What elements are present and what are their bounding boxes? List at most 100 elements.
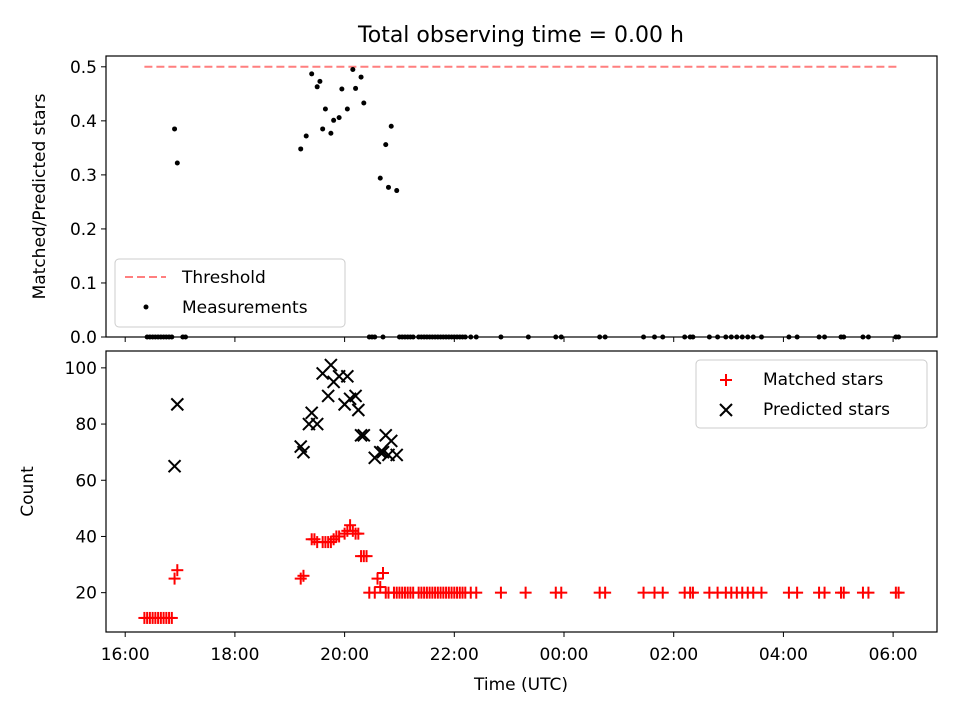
measurement-point	[309, 71, 315, 77]
matched-star-point	[338, 527, 351, 540]
x-tick-label: 04:00	[759, 645, 808, 665]
top-axes-frame	[105, 55, 938, 338]
bottom-legend-box	[695, 359, 928, 429]
measurement-point	[394, 188, 400, 194]
x-tick-label: 00:00	[540, 645, 589, 665]
predicted-star-point	[354, 428, 368, 443]
measurement-point	[320, 126, 326, 132]
bottom-legend: Matched stars Predicted stars	[695, 359, 928, 429]
measurement-point	[350, 67, 356, 73]
matched-star-point	[755, 586, 768, 599]
legend-predicted-swatch	[719, 403, 733, 417]
legend-predicted-label: Predicted stars	[763, 400, 890, 420]
matched-star-point	[352, 527, 365, 540]
legend-threshold-label: Threshold	[181, 268, 266, 288]
measurement-point	[353, 85, 359, 91]
bottom-y-tick-label: 60	[75, 471, 97, 491]
measurement-point	[388, 123, 394, 129]
matched-star-point	[519, 586, 532, 599]
top-y-axis-label: Matched/Predicted stars	[30, 93, 50, 299]
measurement-point	[317, 78, 323, 84]
matched-star-point	[297, 569, 310, 582]
measurement-point	[358, 74, 364, 80]
matched-star-point	[308, 533, 321, 546]
matched-star-point	[165, 611, 178, 624]
predicted-star-point	[296, 445, 311, 459]
bottom-plot-marks	[138, 358, 905, 624]
matched-star-point	[168, 572, 181, 585]
matched-star-point	[368, 586, 381, 599]
measurement-point	[314, 84, 320, 90]
predicted-star-point	[351, 403, 366, 417]
top-y-tick-label: 0.0	[70, 328, 97, 348]
x-axis-label: Time (UTC)	[473, 675, 568, 695]
top-y-tick-label: 0.4	[70, 112, 97, 132]
predicted-star-point	[170, 397, 185, 412]
predicted-star-point	[340, 369, 355, 383]
measurement-point	[361, 100, 367, 106]
matched-star-point	[327, 533, 340, 546]
bottom-panel: 20 40 60 80 100 16:00 18:00 20:00 22:00 00:00 02:0…	[18, 350, 938, 695]
matched-star-point	[346, 524, 359, 537]
bottom-y-tick-label: 100	[65, 359, 97, 379]
matched-star-point	[171, 564, 184, 577]
bottom-y-tick-label: 40	[75, 527, 97, 547]
matched-star-point	[818, 586, 831, 599]
x-tick-label: 16:00	[101, 645, 150, 665]
top-y-tick-label: 0.1	[70, 274, 97, 294]
x-tick-label: 22:00	[430, 645, 479, 665]
matched-star-point	[892, 586, 905, 599]
measurement-point	[298, 146, 304, 152]
x-tick-label: 18:00	[210, 645, 259, 665]
matched-star-point	[637, 586, 650, 599]
matched-star-point	[791, 586, 804, 599]
predicted-star-point	[167, 459, 182, 473]
matched-star-point	[686, 586, 699, 599]
matched-star-point	[599, 586, 612, 599]
measurement-point	[336, 115, 342, 121]
x-tick-label: 02:00	[649, 645, 698, 665]
predicted-star-point	[390, 448, 404, 462]
matched-star-point	[371, 572, 384, 585]
matched-star-point	[555, 586, 568, 599]
measurement-point	[383, 142, 389, 148]
bottom-ticks: 20 40 60 80 100 16:00 18:00 20:00 22:00 00:00 02:0…	[65, 359, 918, 665]
predicted-star-point	[373, 445, 387, 459]
measurement-point	[172, 126, 178, 132]
measurement-point	[328, 130, 334, 136]
legend-measurements-swatch	[143, 304, 149, 310]
measurement-point	[344, 106, 350, 112]
measurement-point	[303, 133, 309, 139]
matched-star-point	[360, 550, 373, 563]
bottom-y-tick-label: 20	[75, 584, 97, 604]
measurement-point	[174, 160, 180, 166]
bottom-y-tick-label: 80	[75, 415, 97, 435]
matched-star-point	[377, 566, 389, 579]
x-tick-label: 20:00	[320, 645, 369, 665]
measurement-point	[339, 86, 345, 92]
predicted-star-point	[310, 417, 324, 431]
bottom-axes-frame	[105, 350, 938, 633]
legend-measurements-label: Measurements	[182, 298, 308, 318]
x-tick-label: 06:00	[869, 645, 918, 665]
bottom-y-axis-label: Count	[18, 466, 38, 517]
matched-star-point	[333, 530, 346, 543]
matched-star-point	[494, 586, 507, 599]
matched-star-point	[470, 586, 483, 599]
top-legend-box	[114, 258, 346, 328]
legend-matched-label: Matched stars	[763, 370, 883, 390]
predicted-star-point	[304, 406, 319, 420]
predicted-star-point	[321, 389, 335, 403]
measurement-point	[385, 184, 391, 190]
matched-star-point	[324, 536, 337, 549]
top-y-tick-label: 0.5	[70, 58, 97, 78]
matched-star-point	[862, 586, 875, 599]
matched-star-point	[294, 572, 307, 585]
predicted-star-point	[357, 428, 371, 443]
measurement-point	[377, 175, 383, 181]
matched-star-point	[374, 581, 387, 594]
top-legend: Threshold Measurements	[114, 258, 346, 328]
matched-star-point	[837, 586, 850, 599]
top-y-tick-label: 0.3	[70, 166, 97, 186]
